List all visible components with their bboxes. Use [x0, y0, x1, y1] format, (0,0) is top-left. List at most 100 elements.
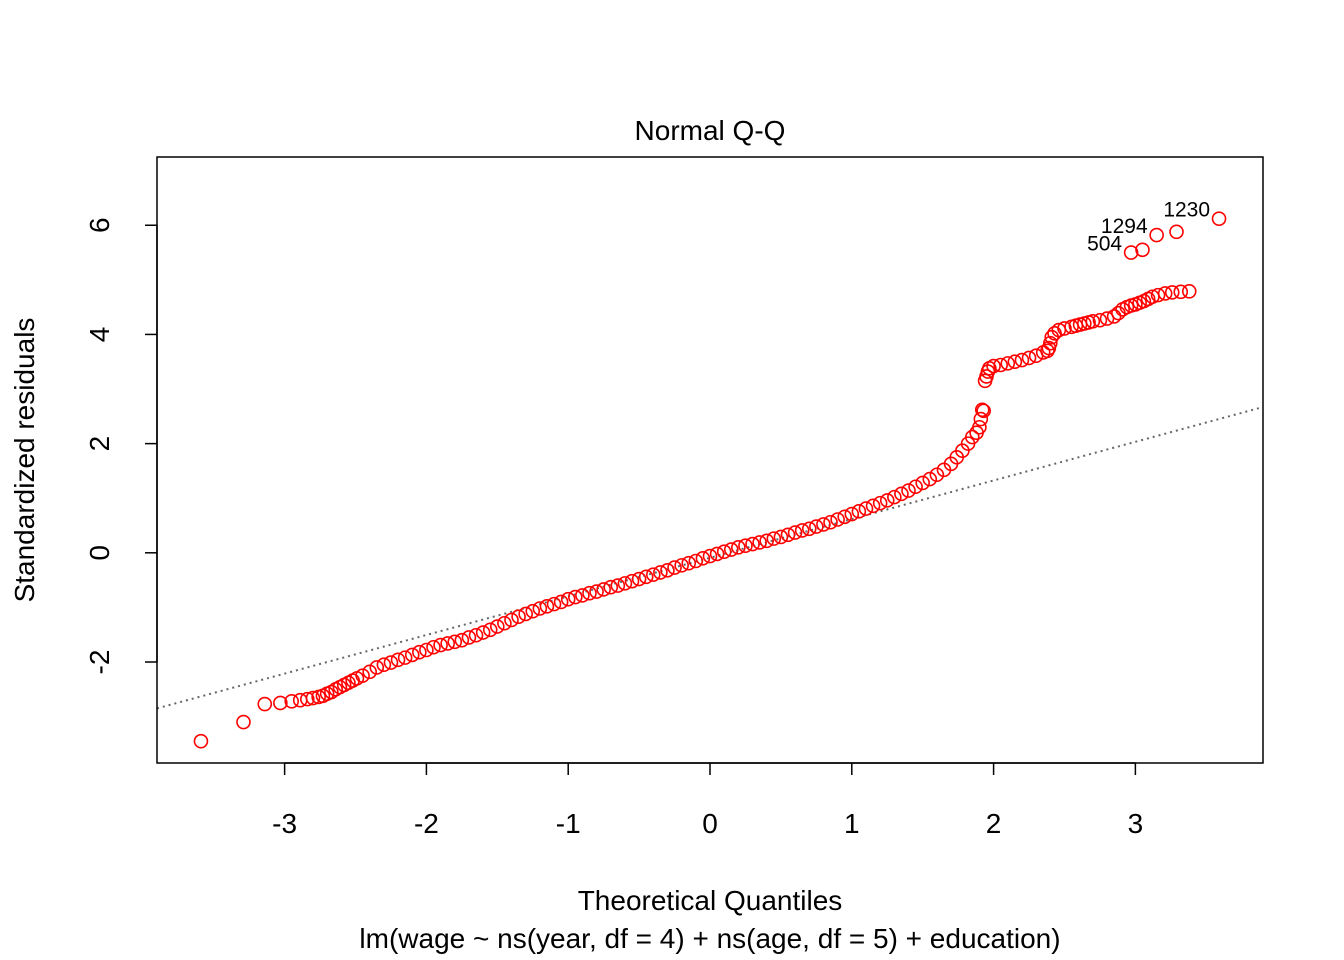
y-tick-label: 4: [84, 327, 115, 343]
qq-reference-line: [157, 406, 1263, 710]
qq-point: [257, 696, 273, 712]
qq-point: [667, 560, 682, 575]
chart-subtitle: lm(wage ~ ns(year, df = 4) + ns(age, df …: [359, 923, 1060, 954]
qq-point: [773, 529, 789, 545]
qq-point: [1092, 312, 1108, 328]
point-label: 504: [1087, 233, 1122, 256]
x-tick-label: -1: [556, 808, 581, 839]
qq-point: [972, 419, 987, 435]
chart-title: Normal Q-Q: [635, 115, 786, 146]
qq-point: [454, 632, 470, 648]
qq-point: [974, 402, 990, 418]
qq-point: [695, 550, 711, 566]
point-label: 1230: [1163, 199, 1210, 222]
qq-point: [518, 606, 533, 622]
reference-line-layer: [157, 406, 1263, 710]
qq-point: [1164, 285, 1180, 300]
qq-point: [390, 652, 406, 668]
qq-point: [1135, 242, 1150, 258]
qq-point: [596, 582, 611, 597]
qq-point: [858, 501, 874, 516]
qq-point: [1211, 211, 1227, 226]
qq-point: [780, 527, 796, 543]
qq-point: [986, 358, 1001, 374]
qq-point: [901, 483, 916, 498]
qq-point: [965, 429, 980, 445]
y-tick-label: 6: [84, 217, 115, 233]
qq-point: [809, 519, 824, 534]
qq-point: [324, 684, 339, 700]
qq-point: [575, 588, 590, 603]
qq-point: [1043, 335, 1058, 351]
qq-point: [532, 601, 548, 616]
x-tick-label: 1: [844, 808, 860, 839]
y-tick-label: 0: [84, 545, 115, 561]
qq-point: [865, 498, 881, 514]
qq-point: [1123, 245, 1139, 260]
qq-point: [993, 357, 1008, 373]
qq-point: [433, 637, 448, 653]
qq-point: [305, 690, 321, 706]
qq-point: [369, 660, 385, 675]
qq-point: [766, 531, 782, 546]
qq-point: [475, 625, 491, 640]
point-label: 1294: [1101, 215, 1148, 238]
qq-point: [745, 536, 760, 552]
qq-point: [681, 555, 697, 571]
qq-point: [844, 506, 860, 522]
qq-point: [546, 596, 562, 612]
qq-point: [397, 650, 413, 665]
qq-point: [702, 548, 718, 564]
qq-point: [490, 619, 505, 634]
qq-point: [617, 576, 633, 591]
qq-point: [419, 642, 434, 658]
qq-point: [511, 609, 526, 624]
qq-point: [589, 584, 604, 599]
qq-point: [660, 562, 675, 578]
qq-point: [383, 655, 399, 670]
qq-point: [440, 636, 455, 651]
qq-point: [759, 533, 775, 549]
qq-point: [872, 495, 888, 511]
qq-point: [553, 594, 569, 610]
qq-point: [447, 634, 463, 650]
qq-point: [404, 647, 420, 663]
qq-point: [1106, 309, 1122, 324]
qq-point: [1149, 227, 1164, 243]
x-tick-label: 0: [702, 808, 718, 839]
qq-point: [1173, 284, 1189, 300]
qq-point: [922, 471, 938, 487]
y-axis-label: Standardized residuals: [9, 318, 40, 603]
qq-point: [688, 553, 704, 569]
qq-point: [638, 569, 654, 585]
qq-point: [1000, 356, 1016, 371]
x-axis-label: Theoretical Quantiles: [578, 885, 843, 916]
x-axis: -3 -2 -1 0 1 2 3: [272, 762, 1143, 839]
qq-point: [603, 579, 619, 595]
qq-point: [976, 403, 991, 419]
qq-point: [1181, 284, 1197, 299]
points-layer: [193, 211, 1227, 749]
qq-point: [376, 657, 392, 673]
qq-point: [412, 644, 427, 660]
qq-point: [1169, 224, 1184, 240]
qq-point: [887, 489, 902, 505]
qq-point: [816, 517, 831, 532]
qq-point: [284, 694, 300, 709]
y-tick-label: 2: [84, 436, 115, 452]
y-tick-label: -2: [84, 650, 115, 675]
qq-point: [1150, 287, 1166, 303]
qq-point: [823, 514, 838, 530]
qq-point: [567, 589, 583, 605]
qq-point: [908, 479, 923, 495]
qq-point: [645, 567, 661, 582]
qq-point: [787, 525, 803, 540]
qq-point: [830, 512, 845, 527]
qq-point: [582, 585, 597, 601]
qq-point: [1007, 354, 1023, 370]
qq-point: [738, 538, 753, 554]
qq-point: [482, 622, 498, 638]
qq-point: [1057, 321, 1072, 336]
